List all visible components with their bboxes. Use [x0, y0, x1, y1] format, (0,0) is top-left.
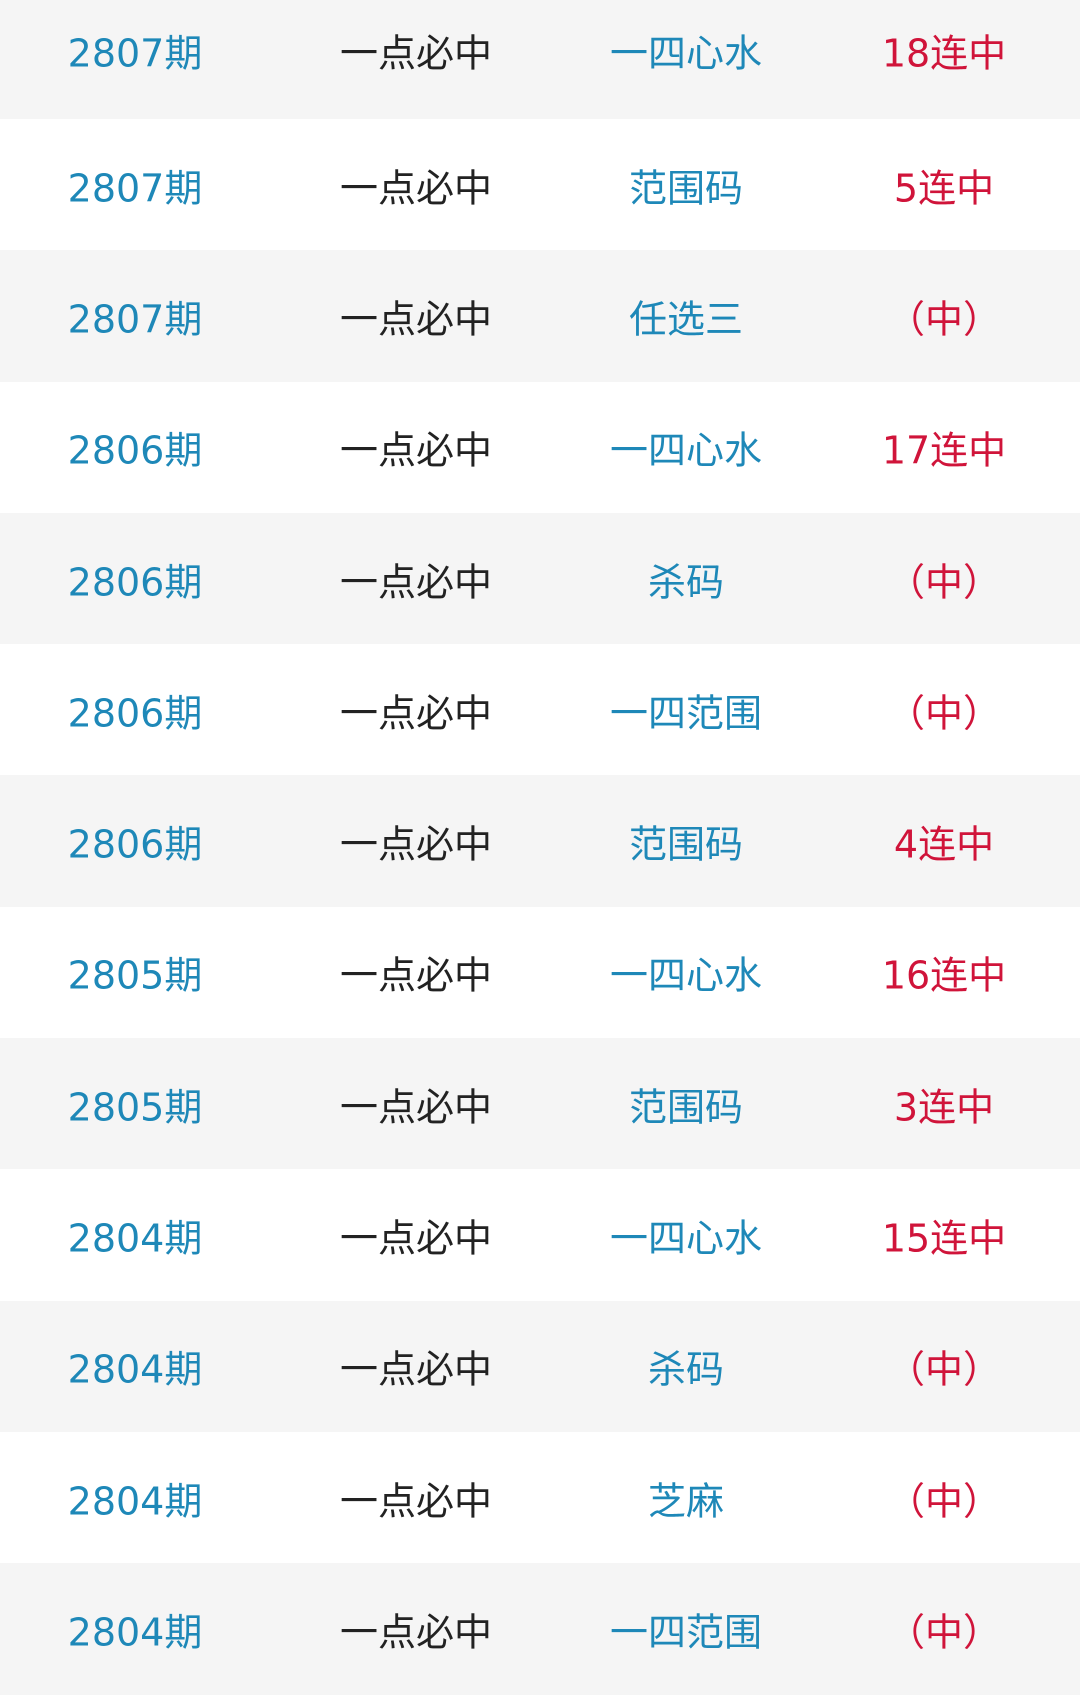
- result-cell: （中）: [886, 1479, 1002, 1524]
- type-cell: 一点必中: [339, 1610, 493, 1655]
- table-row[interactable]: 2805期 一点必中 范围码 3连中: [0, 1038, 1080, 1170]
- category-cell: 一四范围: [609, 691, 763, 736]
- table-row[interactable]: 2806期 一点必中 范围码 4连中: [0, 775, 1080, 907]
- issue-cell: 2805期: [67, 1085, 203, 1130]
- type-cell: 一点必中: [339, 691, 493, 736]
- issue-cell: 2804期: [67, 1347, 203, 1392]
- category-cell: 范围码: [628, 1085, 744, 1130]
- issue-cell: 2806期: [67, 691, 203, 736]
- type-cell: 一点必中: [339, 297, 493, 342]
- result-cell: （中）: [886, 1347, 1002, 1392]
- issue-cell: 2805期: [67, 953, 203, 998]
- type-cell: 一点必中: [339, 1479, 493, 1524]
- result-cell: （中）: [886, 297, 1002, 342]
- type-cell: 一点必中: [339, 31, 493, 76]
- table-row[interactable]: 2807期 一点必中 任选三 （中）: [0, 250, 1080, 382]
- type-cell: 一点必中: [339, 953, 493, 998]
- issue-cell: 2807期: [67, 166, 203, 211]
- category-cell: 一四心水: [609, 428, 763, 473]
- table-row[interactable]: 2805期 一点必中 一四心水 16连中: [0, 907, 1080, 1038]
- result-cell: 15连中: [881, 1216, 1007, 1261]
- issue-cell: 2806期: [67, 560, 203, 605]
- result-cell: 5连中: [893, 166, 995, 211]
- category-cell: 一四范围: [609, 1610, 763, 1655]
- category-cell: 一四心水: [609, 31, 763, 76]
- issue-cell: 2804期: [67, 1216, 203, 1261]
- table-row[interactable]: 2804期 一点必中 一四心水 15连中: [0, 1169, 1080, 1300]
- issue-cell: 2804期: [67, 1610, 203, 1655]
- type-cell: 一点必中: [339, 560, 493, 605]
- result-cell: 4连中: [893, 822, 995, 867]
- result-cell: （中）: [886, 691, 1002, 736]
- category-cell: 任选三: [628, 297, 744, 342]
- result-cell: （中）: [886, 1610, 1002, 1655]
- type-cell: 一点必中: [339, 1347, 493, 1392]
- table-row[interactable]: 2804期 一点必中 杀码 （中）: [0, 1300, 1080, 1432]
- type-cell: 一点必中: [339, 822, 493, 867]
- issue-cell: 2806期: [67, 822, 203, 867]
- type-cell: 一点必中: [339, 166, 493, 211]
- table-row[interactable]: 2804期 一点必中 芝麻 （中）: [0, 1432, 1080, 1563]
- result-cell: 16连中: [881, 953, 1007, 998]
- issue-cell: 2804期: [67, 1479, 203, 1524]
- result-cell: 17连中: [881, 428, 1007, 473]
- type-cell: 一点必中: [339, 1216, 493, 1261]
- category-cell: 杀码: [647, 560, 725, 605]
- category-cell: 一四心水: [609, 1216, 763, 1261]
- table-row[interactable]: 2807期 一点必中 一四心水 18连中: [0, 0, 1080, 119]
- table-row[interactable]: 2806期 一点必中 一四范围 （中）: [0, 644, 1080, 775]
- table-row[interactable]: 2806期 一点必中 一四心水 17连中: [0, 382, 1080, 513]
- issue-cell: 2807期: [67, 297, 203, 342]
- table-row[interactable]: 2804期 一点必中 一四范围 （中）: [0, 1563, 1080, 1695]
- category-cell: 一四心水: [609, 953, 763, 998]
- issue-cell: 2807期: [67, 31, 203, 76]
- category-cell: 范围码: [628, 822, 744, 867]
- issue-cell: 2806期: [67, 428, 203, 473]
- category-cell: 芝麻: [647, 1479, 725, 1524]
- table-row[interactable]: 2806期 一点必中 杀码 （中）: [0, 512, 1080, 645]
- type-cell: 一点必中: [339, 428, 493, 473]
- category-cell: 杀码: [647, 1347, 725, 1392]
- category-cell: 范围码: [628, 166, 744, 211]
- result-cell: 18连中: [881, 31, 1007, 76]
- table-row[interactable]: 2807期 一点必中 范围码 5连中: [0, 119, 1080, 250]
- result-cell: （中）: [886, 560, 1002, 605]
- result-cell: 3连中: [893, 1085, 995, 1130]
- type-cell: 一点必中: [339, 1085, 493, 1130]
